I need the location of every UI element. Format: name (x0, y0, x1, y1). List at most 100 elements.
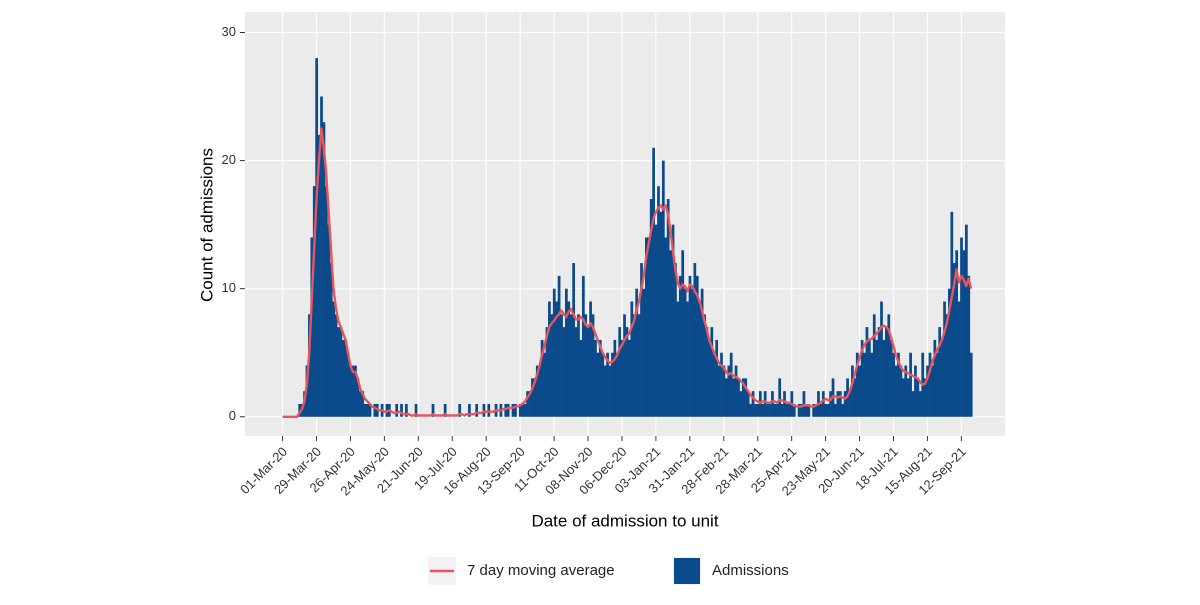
bar (606, 352, 609, 417)
bar (341, 339, 345, 417)
bar (710, 327, 714, 417)
bar (957, 301, 961, 417)
bar (916, 378, 920, 417)
bar (666, 199, 670, 417)
bar (739, 391, 743, 417)
bar (960, 237, 963, 417)
bar (870, 352, 874, 417)
bar (310, 237, 314, 417)
bar (868, 339, 871, 417)
bar (487, 403, 491, 417)
bar (671, 224, 675, 417)
bar (851, 365, 854, 417)
bar (565, 288, 568, 417)
bar (598, 339, 602, 417)
bar (901, 378, 905, 417)
bar (674, 263, 677, 417)
bar (720, 352, 723, 417)
bar (504, 403, 508, 417)
bar (560, 314, 563, 417)
bar (780, 403, 784, 417)
bar (458, 403, 462, 417)
bar (584, 314, 588, 417)
bar (858, 365, 862, 417)
bar (838, 391, 842, 417)
bar (722, 365, 726, 417)
bar (332, 301, 335, 417)
bar (732, 378, 735, 417)
bar (596, 352, 600, 417)
bar (635, 288, 639, 417)
bar (715, 339, 719, 417)
bar (938, 327, 942, 417)
bar (792, 403, 796, 417)
bar (962, 250, 966, 417)
bar (746, 391, 750, 417)
bar (652, 147, 655, 417)
y-tick-label: 30 (222, 24, 236, 39)
bar (880, 301, 883, 417)
bar (354, 365, 357, 417)
bar (771, 391, 774, 417)
bar (557, 275, 561, 417)
bar (325, 186, 328, 417)
bar (889, 339, 893, 417)
bar (744, 378, 748, 417)
bar (763, 391, 767, 417)
bar (923, 378, 927, 417)
bar (395, 403, 399, 417)
bar (899, 365, 903, 417)
bar (400, 403, 403, 417)
bar (577, 314, 580, 417)
bar (749, 403, 752, 417)
bar (797, 403, 801, 417)
bar (914, 365, 917, 417)
bar (317, 134, 321, 417)
bar (620, 339, 624, 417)
bar (814, 403, 818, 417)
bar (681, 250, 685, 417)
bar (783, 391, 786, 417)
bar (705, 327, 709, 417)
bar (928, 352, 932, 417)
bar (727, 365, 731, 417)
bar (824, 403, 828, 417)
y-tick-label: 20 (222, 152, 236, 167)
bar (322, 122, 326, 417)
bar (351, 365, 355, 417)
bar (935, 352, 939, 417)
bar (931, 365, 934, 417)
bar (608, 365, 612, 417)
bar (664, 237, 668, 417)
bar (613, 339, 617, 417)
bar (361, 391, 365, 417)
bar (368, 403, 372, 417)
bar (373, 403, 377, 417)
bar (344, 339, 348, 417)
bar (645, 237, 648, 417)
bar (363, 403, 367, 417)
bar (356, 378, 360, 417)
bar (734, 365, 738, 417)
bar (909, 352, 912, 417)
bar (758, 391, 762, 417)
bar (567, 301, 571, 417)
bar (775, 403, 779, 417)
bar (800, 403, 803, 417)
bar (632, 314, 636, 417)
bar (836, 391, 840, 417)
bar (788, 403, 791, 417)
bar (834, 403, 837, 417)
bar (875, 339, 879, 417)
bar (468, 403, 471, 417)
bar (703, 314, 706, 417)
bar (965, 224, 968, 417)
bar (625, 327, 629, 417)
bar (826, 403, 830, 417)
bar (688, 275, 692, 417)
bar (906, 378, 910, 417)
bar (918, 391, 922, 417)
bar (686, 301, 689, 417)
legend-label: 7 day moving average (467, 562, 615, 579)
